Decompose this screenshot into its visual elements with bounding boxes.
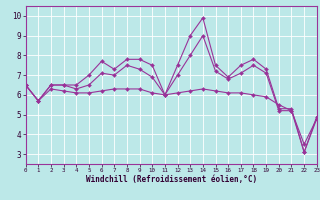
X-axis label: Windchill (Refroidissement éolien,°C): Windchill (Refroidissement éolien,°C) — [86, 175, 257, 184]
